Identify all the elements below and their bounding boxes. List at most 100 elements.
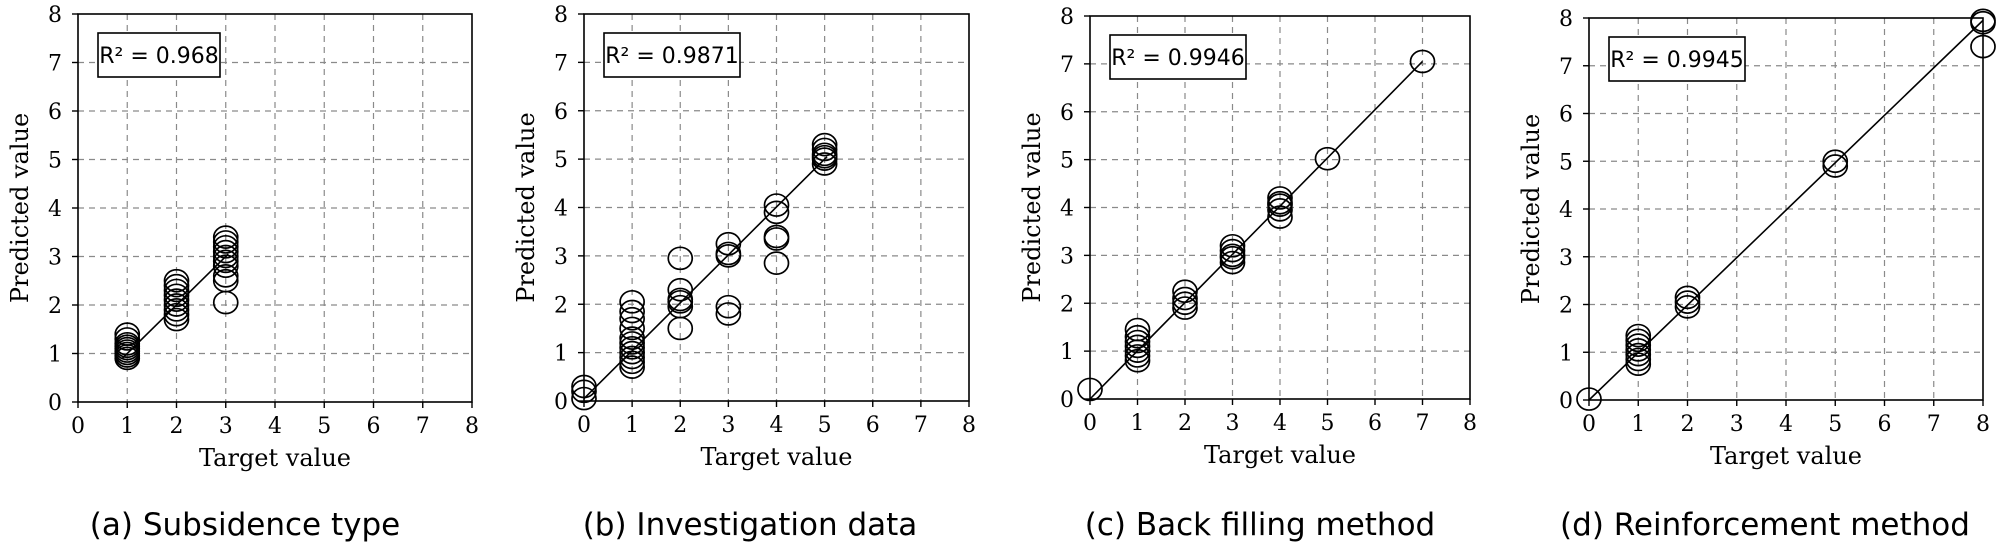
data-point xyxy=(715,302,742,326)
x-tick-label: 7 xyxy=(416,414,430,439)
data-point xyxy=(1822,154,1849,178)
x-tick-label: 0 xyxy=(1083,411,1097,436)
data-point xyxy=(1674,295,1701,319)
data-point xyxy=(163,307,190,332)
data-point xyxy=(619,340,645,365)
data-point xyxy=(1172,286,1198,311)
panel-caption: (a) Subsidence type xyxy=(90,507,400,543)
data-point xyxy=(811,152,838,176)
data-point xyxy=(1674,285,1701,310)
x-tick-label: 5 xyxy=(317,414,331,439)
y-tick-label: 0 xyxy=(1060,388,1074,413)
data-point xyxy=(1219,238,1246,263)
data-point xyxy=(163,278,190,303)
r-squared-label: R² = 0.9945 xyxy=(1610,48,1744,73)
y-axis-title: Predicted value xyxy=(1018,112,1046,302)
data-point xyxy=(212,234,239,259)
x-tick-label: 3 xyxy=(1226,411,1240,436)
data-point xyxy=(1172,291,1198,316)
chart-panel-0: 0 1 2 3 4 5 6 7 8 0 1 2 3 4 5 6 7 8 Target value Predicted … xyxy=(6,3,479,543)
y-tick-label: 7 xyxy=(48,52,62,77)
data-point xyxy=(212,230,239,254)
data-point xyxy=(212,268,239,293)
data-point xyxy=(1267,190,1293,215)
data-point xyxy=(212,225,239,249)
x-tick-label: 1 xyxy=(120,414,134,439)
data-point xyxy=(1124,324,1151,349)
y-tick-label: 6 xyxy=(48,100,62,125)
y-tick-label: 8 xyxy=(1559,7,1573,32)
x-tick-label: 8 xyxy=(465,414,479,439)
x-tick-label: 5 xyxy=(1321,411,1335,436)
data-point xyxy=(1409,49,1436,74)
data-point xyxy=(667,287,694,312)
y-tick-label: 2 xyxy=(554,293,568,318)
y-tick-label: 7 xyxy=(1060,53,1074,78)
x-tick-label: 8 xyxy=(1976,412,1990,437)
y-tick-label: 8 xyxy=(48,3,62,28)
x-tick-label: 8 xyxy=(1463,411,1477,436)
data-point xyxy=(1124,348,1151,373)
data-point xyxy=(1625,352,1652,377)
y-tick-label: 4 xyxy=(1559,198,1573,223)
x-tick-label: 6 xyxy=(1878,412,1892,437)
data-point xyxy=(619,326,645,350)
data-point xyxy=(715,241,742,266)
data-point xyxy=(667,246,694,271)
x-tick-label: 7 xyxy=(914,413,928,438)
chart-panel-2: 0 1 2 3 4 5 6 7 8 0 1 2 3 4 5 6 7 8 Target value Predicted … xyxy=(1018,5,1477,543)
y-tick-label: 7 xyxy=(554,51,568,76)
data-point xyxy=(114,327,141,351)
y-tick-label: 0 xyxy=(48,391,62,416)
y-tick-label: 2 xyxy=(1060,292,1074,317)
data-point xyxy=(619,335,645,360)
x-tick-label: 2 xyxy=(170,414,184,439)
y-tick-label: 5 xyxy=(1559,150,1573,175)
data-point xyxy=(1314,146,1341,171)
y-tick-label: 5 xyxy=(48,149,62,174)
x-tick-label: 7 xyxy=(1416,411,1430,436)
y-tick-label: 3 xyxy=(1060,244,1074,269)
x-tick-label: 2 xyxy=(1681,412,1695,437)
y-axis-title: Predicted value xyxy=(512,112,540,302)
data-point xyxy=(1219,250,1246,275)
x-tick-label: 2 xyxy=(1178,411,1192,436)
x-axis-title: Target value xyxy=(701,443,853,471)
data-point xyxy=(1674,290,1701,314)
data-point xyxy=(212,244,239,269)
y-tick-label: 6 xyxy=(554,100,568,125)
data-point xyxy=(1970,8,1996,33)
data-point xyxy=(715,231,742,256)
data-point xyxy=(619,289,645,314)
y-tick-label: 3 xyxy=(554,245,568,270)
r-squared-box xyxy=(97,32,221,78)
data-point xyxy=(163,298,190,322)
data-point xyxy=(1219,243,1246,268)
data-point xyxy=(715,294,742,319)
data-point xyxy=(1625,338,1652,362)
data-point xyxy=(619,299,645,324)
data-point xyxy=(163,273,190,298)
x-tick-label: 1 xyxy=(1131,411,1145,436)
y-tick-label: 8 xyxy=(554,3,568,28)
x-tick-label: 4 xyxy=(1779,412,1793,437)
y-tick-label: 4 xyxy=(1060,197,1074,222)
data-point xyxy=(114,322,141,346)
data-point xyxy=(1124,317,1151,342)
r-squared-label: R² = 0.9946 xyxy=(1111,46,1245,71)
data-point xyxy=(619,355,645,379)
data-point xyxy=(1625,323,1652,348)
data-point xyxy=(1576,387,1602,411)
data-point xyxy=(163,283,190,308)
data-point xyxy=(1172,296,1198,320)
data-point xyxy=(1219,233,1246,258)
data-point xyxy=(1267,205,1293,229)
data-point xyxy=(1124,329,1151,354)
data-point xyxy=(1124,344,1151,368)
data-point xyxy=(619,345,645,370)
data-point xyxy=(1625,328,1652,353)
x-tick-label: 7 xyxy=(1927,412,1941,437)
y-tick-label: 0 xyxy=(1559,389,1573,414)
data-point xyxy=(571,374,597,399)
